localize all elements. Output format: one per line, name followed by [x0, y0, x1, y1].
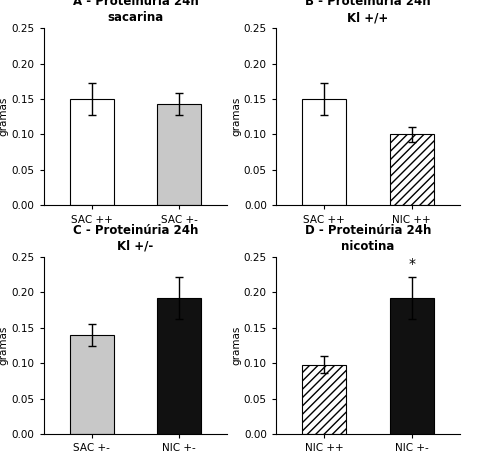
Y-axis label: gramas: gramas — [0, 326, 9, 365]
Title: B - Proteinúria 24h
Kl +/+: B - Proteinúria 24h Kl +/+ — [305, 0, 431, 24]
Y-axis label: gramas: gramas — [0, 97, 9, 136]
Bar — [157, 298, 201, 434]
Bar — [157, 104, 201, 205]
Bar — [70, 99, 114, 205]
Bar — [302, 99, 346, 205]
Title: D - Proteinúria 24h
nicotina: D - Proteinúria 24h nicotina — [304, 224, 431, 253]
Y-axis label: gramas: gramas — [231, 326, 241, 365]
Title: C - Proteinúria 24h
Kl +/-: C - Proteinúria 24h Kl +/- — [73, 224, 198, 253]
Title: A - Proteinúria 24h
sacarina: A - Proteinúria 24h sacarina — [73, 0, 198, 24]
Bar — [390, 298, 434, 434]
Bar — [70, 335, 114, 434]
Bar — [390, 134, 434, 205]
Bar — [302, 365, 346, 434]
Y-axis label: gramas: gramas — [231, 97, 241, 136]
Text: *: * — [408, 257, 415, 271]
